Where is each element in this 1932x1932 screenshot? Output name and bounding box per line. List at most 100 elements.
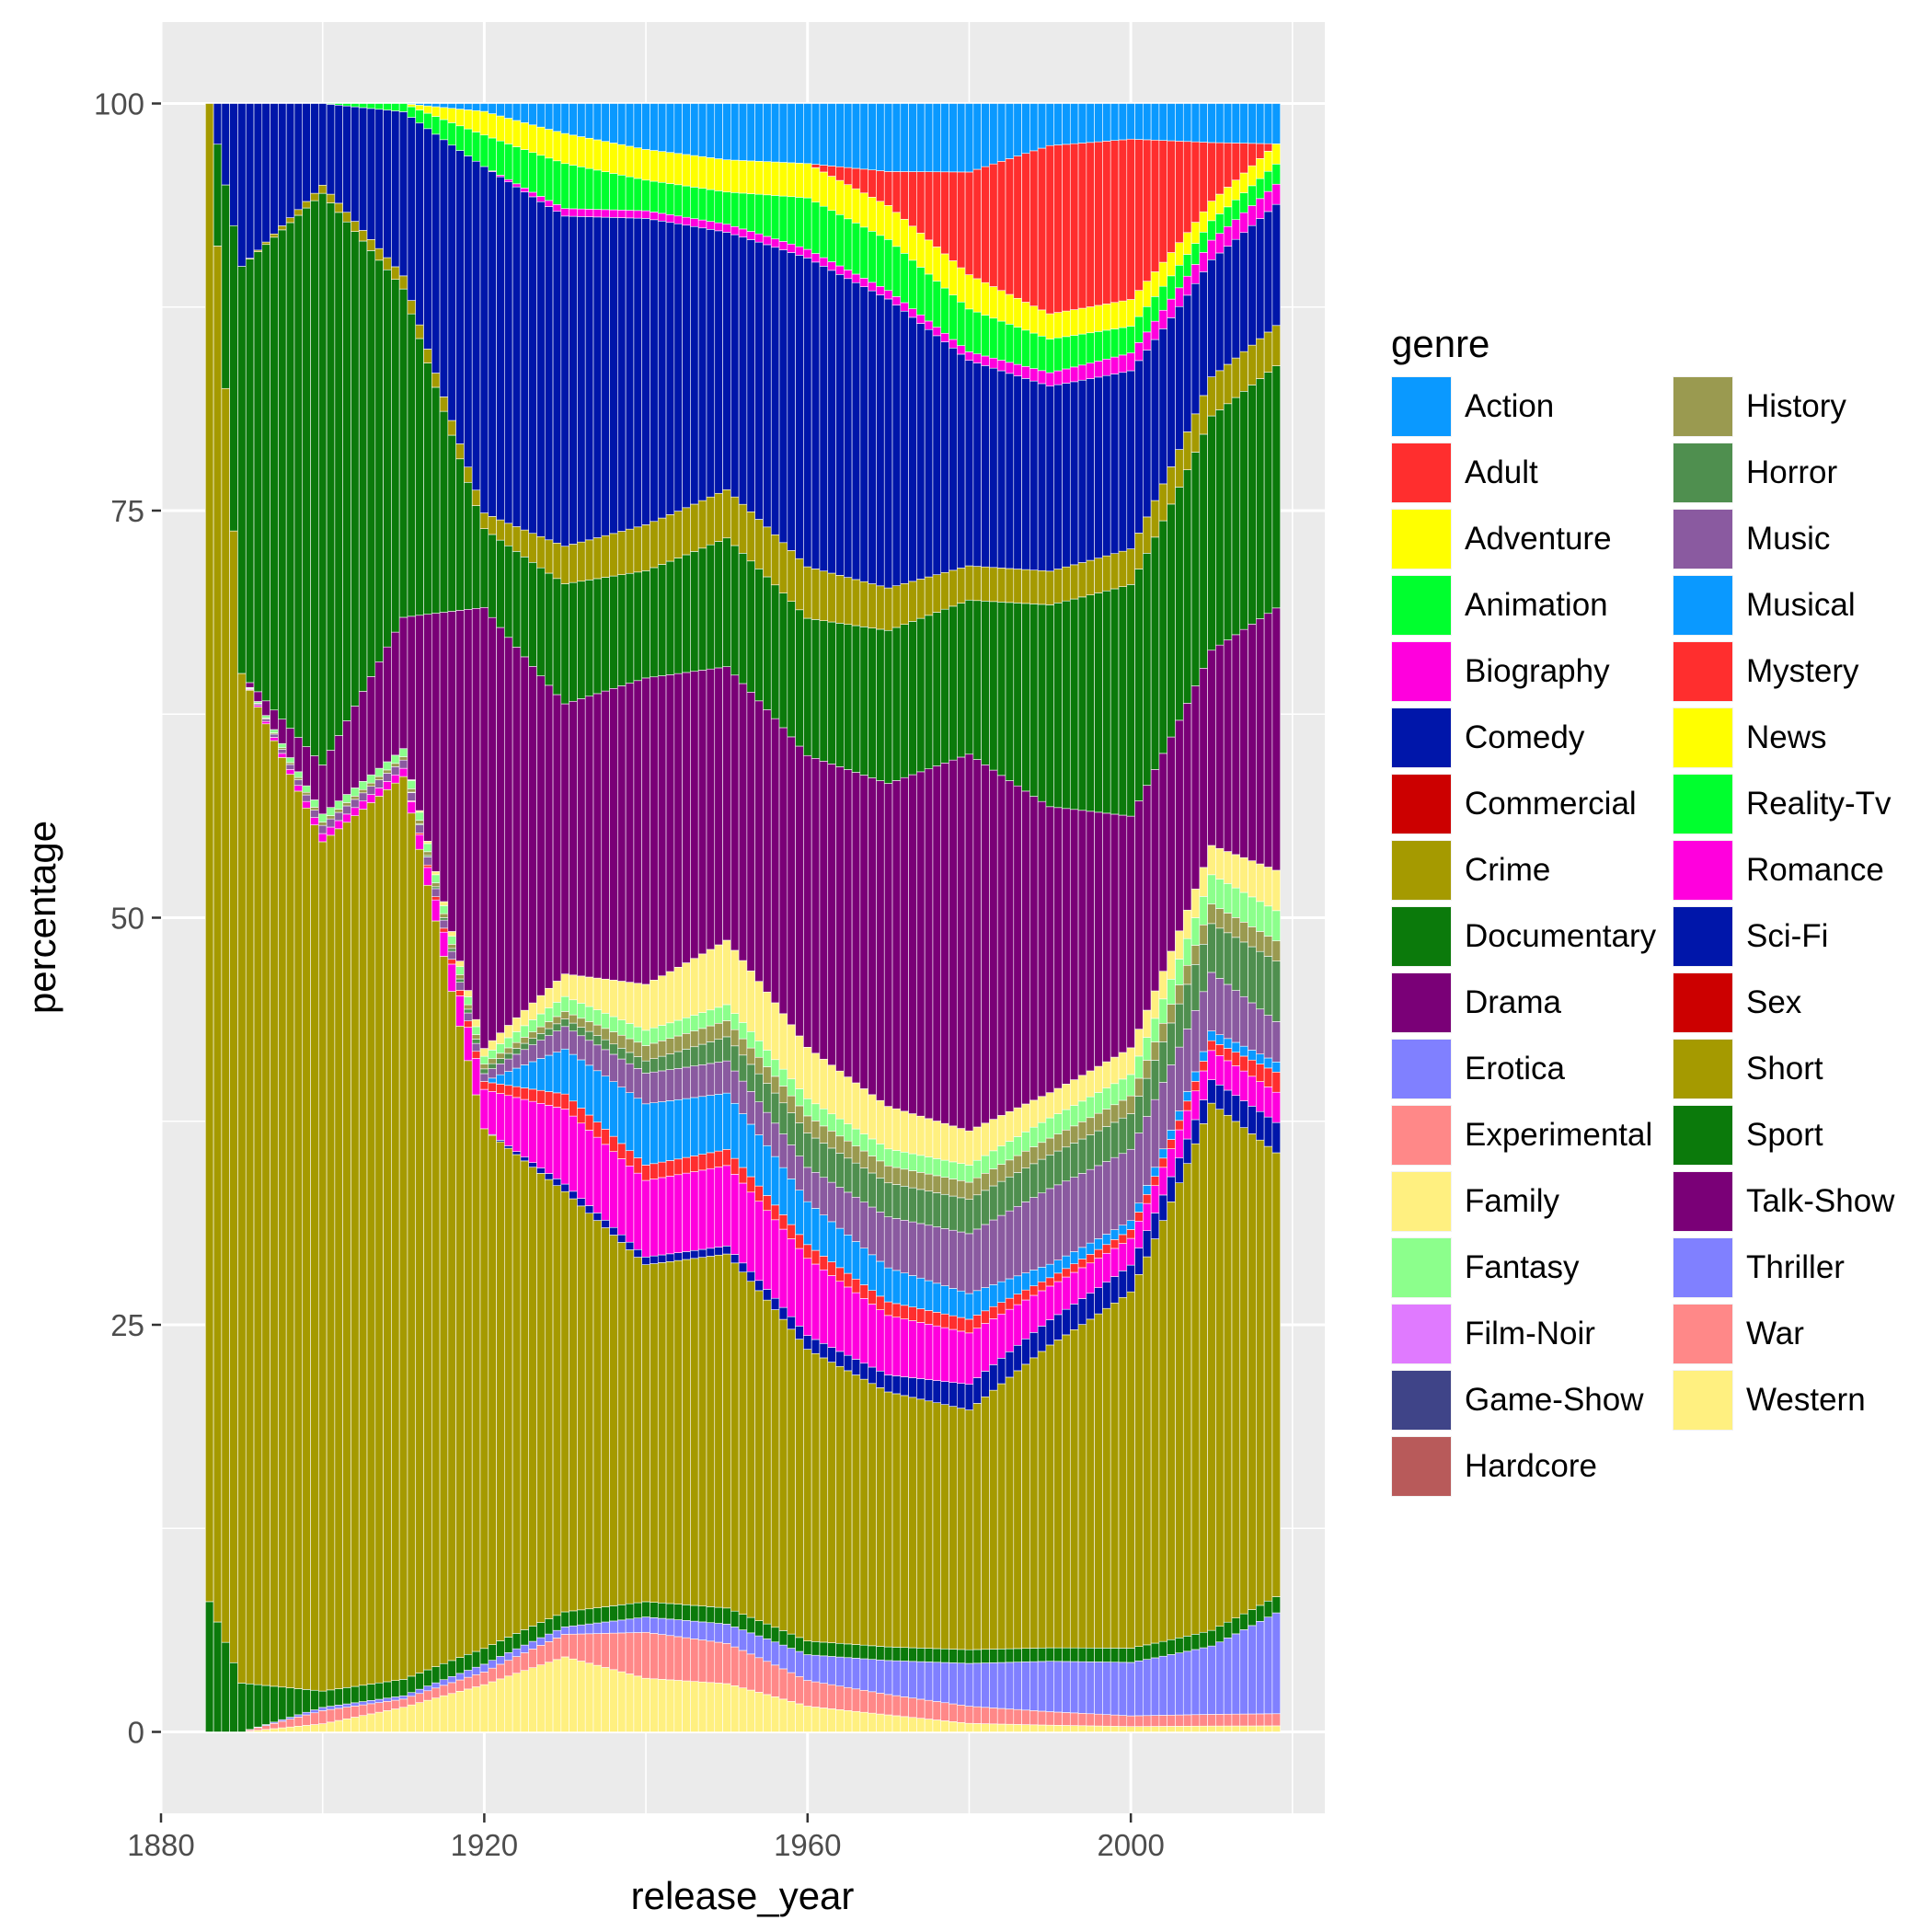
bar-segment-history [1175, 984, 1184, 1005]
bar-segment-war [949, 1703, 958, 1722]
bar-segment-western [431, 1697, 441, 1732]
bar-segment-musical [1231, 1041, 1241, 1053]
bar-segment-short [1182, 1163, 1192, 1637]
bar-segment-animation [560, 163, 569, 209]
bar-segment-animation [650, 180, 659, 213]
bar-segment-drama [358, 691, 368, 782]
bar-segment-adventure [932, 247, 942, 282]
bar-segment-adventure [1231, 179, 1241, 201]
bar-segment-romance [407, 801, 417, 814]
bar-segment-documentary [1256, 378, 1265, 619]
bar-segment-western [916, 1718, 926, 1732]
bar-segment-biography [1062, 368, 1071, 384]
bar-segment-adventure [763, 161, 772, 196]
bar-segment-animation [374, 103, 384, 110]
bar-segment-music [1158, 1082, 1167, 1150]
bar-segment-action [1239, 103, 1248, 144]
bar-segment-comedy [924, 328, 934, 578]
bar-segment-mystery [722, 1149, 731, 1167]
bar-segment-action [908, 103, 917, 172]
bar-segment-documentary [439, 410, 449, 613]
bar-segment-crime [270, 233, 279, 238]
bar-segment-crime [996, 568, 1006, 603]
bar-segment-crime [641, 524, 650, 571]
bar-segment-family [447, 931, 456, 937]
bar-segment-music [1110, 1156, 1120, 1230]
bar-segment-adult [1045, 144, 1055, 315]
bar-segment-thriller [318, 1707, 328, 1711]
bar-segment-musical [778, 1167, 788, 1215]
bar-segment-fantasy [868, 1138, 877, 1156]
bar-segment-sport [592, 1607, 603, 1624]
bar-segment-animation [439, 119, 449, 141]
bar-segment-crime [932, 574, 942, 613]
bar-segment-mystery [682, 1156, 691, 1174]
bar-segment-thriller [536, 1637, 546, 1646]
bar-segment-fantasy [1110, 1083, 1120, 1106]
bar-segment-family [512, 1017, 522, 1032]
bar-segment-adult [1118, 139, 1128, 302]
bar-segment-action [949, 103, 958, 173]
bar-segment-family [1271, 869, 1281, 912]
bar-segment-musical [1062, 1255, 1071, 1270]
bar-segment-drama [932, 765, 942, 1121]
bar-segment-animation [471, 132, 481, 162]
bar-segment-horror [641, 1060, 650, 1074]
bar-segment-family [859, 1088, 868, 1134]
bar-segment-documentary [891, 627, 902, 781]
bar-segment-adventure [916, 233, 926, 268]
bar-segment-sport [496, 1640, 505, 1657]
bar-segment-horror [1143, 1077, 1152, 1117]
bar-segment-history [431, 882, 441, 888]
bar-segment-musical [1248, 1050, 1257, 1061]
bar-segment-family [1158, 971, 1167, 1000]
bar-segment-horror [447, 948, 456, 952]
bar-segment-fantasy [1263, 905, 1273, 937]
bar-segment-musical [900, 1272, 909, 1306]
bar-segment-sport [1271, 1596, 1281, 1614]
bar-segment-family [851, 1082, 861, 1130]
bar-segment-mystery [1248, 1059, 1257, 1077]
bar-segment-adventure [835, 179, 845, 215]
bar-segment-sci-fi [665, 1253, 675, 1262]
bar-segment-musical [883, 1267, 893, 1303]
bar-segment-sci-fi [1126, 1264, 1135, 1293]
bar-segment-drama [439, 612, 449, 903]
bar-segment-musical [1077, 1247, 1087, 1259]
bar-segment-fantasy [981, 1155, 990, 1174]
bar-segment-biography [1256, 198, 1265, 219]
bar-segment-music [730, 1070, 740, 1104]
bar-segment-sci-fi [844, 1354, 853, 1372]
bar-segment-drama [310, 755, 319, 800]
bar-segment-adventure [787, 162, 796, 198]
bar-segment-adventure [1175, 242, 1184, 266]
bar-segment-animation [981, 315, 990, 357]
bar-segment-sci-fi [763, 1289, 772, 1301]
legend-label: Erotica [1465, 1051, 1565, 1087]
bar-segment-history [641, 1045, 650, 1062]
bar-segment-sport [439, 1662, 449, 1681]
legend-swatch-horror [1673, 443, 1732, 502]
bar-segment-short [577, 1205, 586, 1611]
bar-segment-comedy [1062, 383, 1071, 568]
bar-segment-drama [496, 627, 505, 1034]
bar-segment-documentary [989, 601, 998, 771]
bar-segment-biography [868, 282, 877, 292]
bar-segment-action [844, 103, 853, 168]
bar-segment-short [479, 1128, 489, 1650]
bar-segment-animation [584, 167, 594, 210]
bar-segment-documentary [213, 144, 223, 247]
bar-segment-animation [778, 195, 788, 242]
bar-segment-thriller [464, 1670, 473, 1678]
bar-segment-drama [552, 694, 562, 982]
bar-segment-history [1256, 931, 1265, 952]
bar-segment-comedy [1005, 373, 1015, 569]
bar-segment-history [1158, 1022, 1167, 1042]
bar-segment-sci-fi [746, 1271, 755, 1282]
legend-swatch-erotica [1392, 1040, 1451, 1098]
bar-segment-biography [682, 216, 691, 226]
bar-segment-crime [1045, 570, 1055, 605]
bar-segment-comedy [1167, 317, 1176, 467]
bar-segment-family [811, 1052, 821, 1105]
bar-segment-history [609, 1031, 618, 1045]
